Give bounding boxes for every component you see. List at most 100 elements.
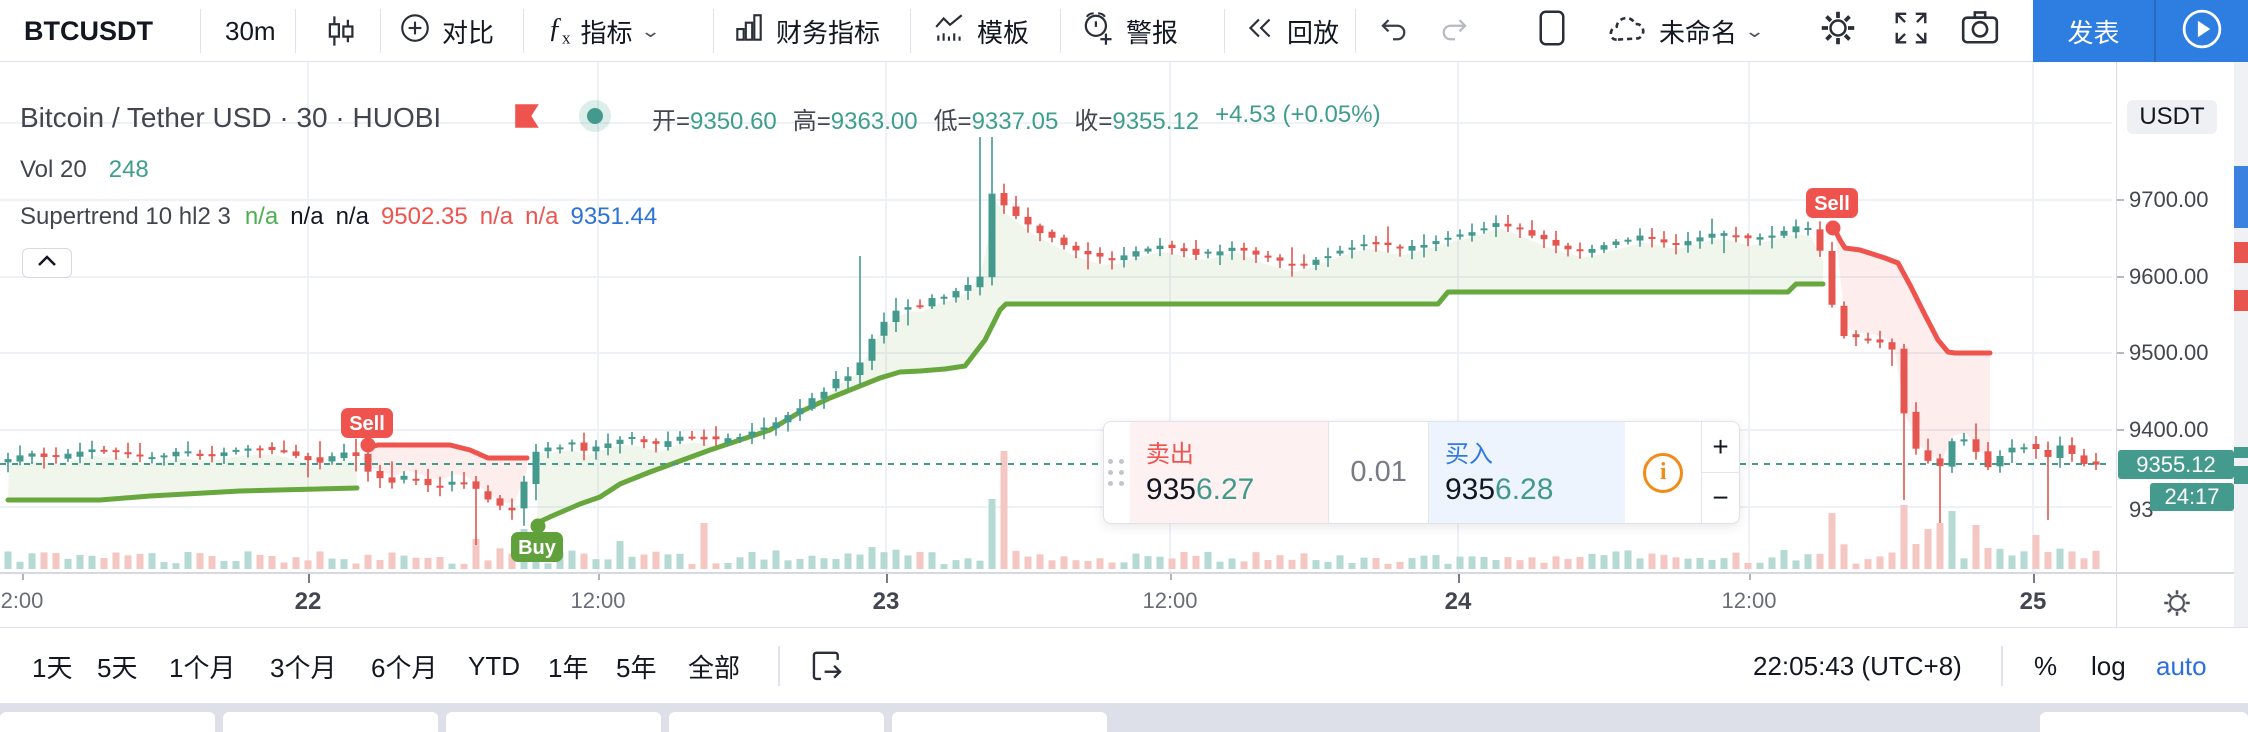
- sell-button[interactable]: 卖出 9356.27: [1129, 422, 1330, 523]
- volume-legend[interactable]: Vol 20 248: [20, 156, 149, 184]
- publish-play-button[interactable]: [2154, 0, 2248, 62]
- range-button-1年[interactable]: 1年: [548, 652, 589, 683]
- range-button-3个月[interactable]: 3个月: [270, 652, 337, 683]
- edge-color-block: [2234, 447, 2248, 458]
- time-axis-label: 12:00: [1721, 588, 1777, 613]
- currency-badge[interactable]: USDT: [2127, 100, 2217, 134]
- price-axis-label: 9500.00: [2129, 340, 2209, 365]
- svg-text:Buy: Buy: [518, 537, 557, 559]
- volume-bars: [4, 451, 2100, 569]
- ohlc-values: 开=9350.60 高=9363.00 低=9337.05 收=9355.12 …: [652, 101, 1381, 136]
- percent-scale-button[interactable]: %: [2034, 628, 2057, 704]
- high-value: 9363.00: [830, 107, 918, 135]
- close-value: 9355.12: [1112, 107, 1200, 135]
- symbol-button[interactable]: BTCUSDT: [24, 0, 153, 62]
- candles: [4, 137, 2100, 545]
- interval-label: 30m: [225, 15, 276, 46]
- undo-icon: [1375, 10, 1411, 53]
- publish-button[interactable]: 发表: [2033, 0, 2154, 62]
- layout-name-button[interactable]: 未命名 ⌄: [1605, 0, 1765, 62]
- legend-collapse-button[interactable]: [22, 248, 72, 278]
- sell-price-sub: 6.27: [1195, 473, 1255, 506]
- time-axis-label: 23: [872, 588, 900, 615]
- time-axis-label: 2:00: [0, 588, 44, 613]
- percent-label: %: [2034, 650, 2058, 681]
- flag-icon[interactable]: [512, 102, 542, 135]
- compare-label: 对比: [442, 17, 495, 48]
- edge-color-block: [2234, 290, 2248, 311]
- symbol-legend: Bitcoin / Tether USD · 30 · HUOBI 开=9350…: [20, 99, 1381, 138]
- cutoff-tile: [0, 712, 215, 732]
- chart-style-button[interactable]: [322, 0, 358, 62]
- price-axis[interactable]: USDT 9700.00 9600.00 9500.00 9400.00 93 935…: [2116, 62, 2234, 627]
- range-button-5年[interactable]: 5年: [616, 652, 657, 683]
- time-tick: [2033, 574, 2035, 583]
- fx-icon: ƒx: [548, 13, 571, 48]
- sell-marker: Sell: [1806, 188, 1858, 236]
- templates-label: 模板: [977, 17, 1030, 48]
- supertrend-value: 9351.44: [570, 203, 658, 230]
- edge-color-block: [2234, 242, 2248, 263]
- quantity-decrease-button[interactable]: −: [1702, 473, 1739, 523]
- range-button-1个月[interactable]: 1个月: [169, 652, 236, 683]
- price-tick: [2117, 429, 2124, 431]
- undo-button[interactable]: [1375, 0, 1411, 62]
- time-axis-label: 24: [1444, 588, 1472, 615]
- price-axis-label: 9700.00: [2129, 187, 2209, 212]
- range-button-6个月[interactable]: 6个月: [371, 652, 438, 683]
- range-button-5天[interactable]: 5天: [97, 652, 138, 683]
- currency-label: USDT: [2139, 103, 2205, 130]
- price-axis-label: 9600.00: [2129, 264, 2209, 289]
- layout-select-button[interactable]: [1532, 0, 1572, 62]
- quantity-field[interactable]: 0.01: [1329, 422, 1429, 523]
- indicators-button[interactable]: ƒx 指标 ⌄: [548, 0, 661, 62]
- axis-corner-divider: [2116, 574, 2117, 629]
- trade-info: i: [1625, 422, 1701, 523]
- candles-icon: [322, 13, 358, 49]
- fundamentals-button[interactable]: 财务指标: [732, 0, 880, 62]
- range-button-1天[interactable]: 1天: [32, 652, 73, 683]
- fullscreen-button[interactable]: [1892, 0, 1930, 62]
- log-scale-button[interactable]: log: [2091, 628, 2126, 704]
- quantity-value: 0.01: [1350, 456, 1407, 488]
- interval-button[interactable]: 30m: [225, 0, 276, 62]
- goto-date-button[interactable]: [808, 648, 846, 691]
- clock[interactable]: 22:05:43 (UTC+8): [1753, 628, 1962, 704]
- range-button-全部[interactable]: 全部: [688, 652, 741, 683]
- quantity-increase-button[interactable]: +: [1702, 422, 1739, 473]
- alarm-clock-icon: [1078, 9, 1116, 54]
- auto-scale-button[interactable]: auto: [2156, 628, 2207, 704]
- chart-pane[interactable]: Sell Buy Sell: [0, 62, 2234, 572]
- indicators-label: 指标: [580, 17, 633, 48]
- hidden-price-label: 93: [2129, 497, 2154, 522]
- quantity-steppers: + −: [1701, 422, 1739, 523]
- low-label: 低=: [933, 107, 972, 135]
- screenshot-button[interactable]: [1958, 0, 2002, 62]
- replay-button[interactable]: 回放: [1243, 0, 1339, 62]
- symbol-title[interactable]: Bitcoin / Tether USD · 30 · HUOBI: [20, 102, 442, 133]
- source-dot-icon[interactable]: [578, 99, 612, 138]
- range-button-YTD[interactable]: YTD: [468, 650, 520, 681]
- open-label: 开=: [652, 107, 691, 135]
- redo-button[interactable]: [1437, 0, 1473, 62]
- auto-label: auto: [2156, 650, 2207, 681]
- info-icon[interactable]: i: [1643, 452, 1684, 493]
- plus-glyph: +: [1712, 431, 1729, 462]
- time-axis-label: 12:00: [1142, 588, 1198, 613]
- rewind-icon: [1243, 11, 1277, 52]
- price-chart-canvas[interactable]: Sell Buy Sell: [0, 62, 2234, 572]
- buy-marker: Buy: [511, 518, 563, 562]
- buy-button[interactable]: 买入 9356.28: [1428, 422, 1626, 523]
- compare-button[interactable]: 对比: [398, 0, 494, 62]
- price-axis-label: 9400.00: [2129, 417, 2209, 442]
- layout-square-icon: [1532, 6, 1572, 57]
- buy-label: 买入: [1444, 441, 1493, 468]
- settings-button[interactable]: [1818, 0, 1858, 62]
- time-axis[interactable]: 2:00 22 12:00 23 12:00 24 12:00 25: [0, 572, 2234, 629]
- supertrend-value: n/a: [479, 203, 514, 230]
- alerts-button[interactable]: 警报: [1078, 0, 1178, 62]
- supertrend-legend[interactable]: Supertrend 10 hl2 3 n/a n/a n/a 9502.35 n/a n…: [20, 203, 669, 231]
- trade-panel-drag-handle[interactable]: [1104, 422, 1130, 523]
- templates-button[interactable]: 模板: [933, 0, 1029, 62]
- axis-settings-button[interactable]: [2160, 586, 2194, 625]
